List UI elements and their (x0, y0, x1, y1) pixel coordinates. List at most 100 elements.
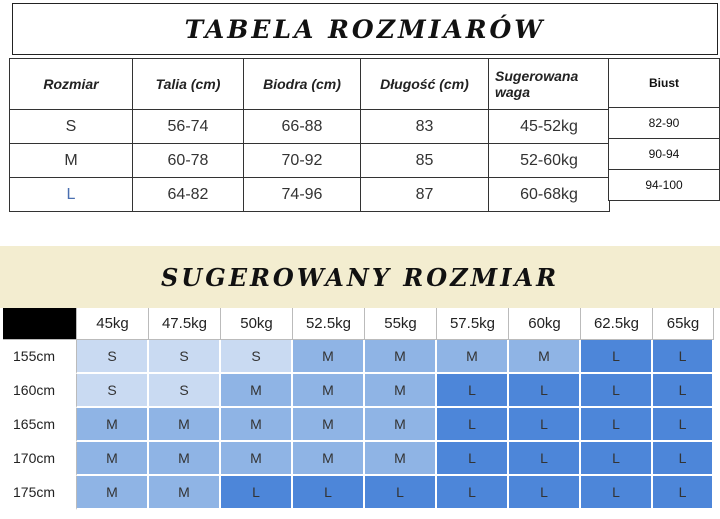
weight-header: 45kg (77, 308, 149, 340)
size-cell: S (149, 374, 221, 408)
weight-header: 52.5kg (293, 308, 365, 340)
size-cell: M (365, 374, 437, 408)
length-cell: 87 (360, 177, 489, 212)
height-label: 165cm (3, 408, 77, 442)
height-label: 175cm (3, 476, 77, 510)
header-waga: Sugerowana waga (488, 58, 610, 110)
size-cell: M (149, 442, 221, 476)
size-cell: M (77, 476, 149, 510)
size-cell: L (581, 374, 653, 408)
size-table-header-row: Rozmiar Talia (cm) Biodra (cm) Długość (… (9, 58, 610, 110)
weight-header: 50kg (221, 308, 293, 340)
weight-header: 60kg (509, 308, 581, 340)
header-rozmiar: Rozmiar (9, 58, 133, 110)
size-table-title: TABELA ROZMIARÓW (12, 3, 718, 55)
hips-cell: 74-96 (243, 177, 361, 212)
size-cell: M (149, 408, 221, 442)
size-cell: M (365, 442, 437, 476)
bust-cell: 90-94 (608, 138, 720, 170)
size-cell: M (77, 408, 149, 442)
size-cell: M (365, 340, 437, 374)
recommend-table: 45kg 47.5kg 50kg 52.5kg 55kg 57.5kg 60kg… (3, 308, 714, 510)
length-cell: 85 (360, 143, 489, 178)
recommend-title: SUGEROWANY ROZMIAR (160, 262, 560, 292)
size-cell: M (365, 408, 437, 442)
hips-cell: 70-92 (243, 143, 361, 178)
weight-header-row: 45kg 47.5kg 50kg 52.5kg 55kg 57.5kg 60kg… (3, 308, 714, 340)
height-label: 155cm (3, 340, 77, 374)
size-cell: L (653, 340, 714, 374)
size-cell: L (365, 476, 437, 510)
table-row: 155cm S S S M M M M L L (3, 340, 714, 374)
length-cell: 83 (360, 109, 489, 144)
size-cell: S (77, 340, 149, 374)
size-cell: L (581, 476, 653, 510)
size-cell: L (581, 442, 653, 476)
table-row: L 64-82 74-96 87 60-68kg (9, 177, 610, 212)
size-cell: L (437, 374, 509, 408)
size-cell: M (293, 340, 365, 374)
height-label: 160cm (3, 374, 77, 408)
size-table-title-text: TABELA ROZMIARÓW (184, 14, 546, 44)
bust-cell: 82-90 (608, 107, 720, 139)
size-cell: M (437, 340, 509, 374)
size-cell: S (221, 340, 293, 374)
size-cell: M (509, 340, 581, 374)
header-biodra: Biodra (cm) (243, 58, 361, 110)
table-row: S 56-74 66-88 83 45-52kg (9, 109, 610, 144)
table-row: 160cm S S M M M L L L L (3, 374, 714, 408)
size-table: Rozmiar Talia (cm) Biodra (cm) Długość (… (9, 58, 610, 212)
header-biust: Biust (608, 58, 720, 108)
size-cell: M (293, 374, 365, 408)
weight-cell: 52-60kg (488, 143, 610, 178)
size-cell: L (221, 476, 293, 510)
size-cell: L (653, 442, 714, 476)
table-row: 175cm M M L L L L L L L (3, 476, 714, 510)
size-cell: L (437, 476, 509, 510)
weight-header: 47.5kg (149, 308, 221, 340)
size-cell: M (149, 476, 221, 510)
size-cell: L (437, 408, 509, 442)
header-dlugosc: Długość (cm) (360, 58, 489, 110)
corner-cell (3, 308, 77, 340)
size-cell: S (77, 374, 149, 408)
weight-header: 62.5kg (581, 308, 653, 340)
size-cell: L (653, 476, 714, 510)
waist-cell: 60-78 (132, 143, 244, 178)
weight-cell: 60-68kg (488, 177, 610, 212)
waist-cell: 64-82 (132, 177, 244, 212)
size-cell: L (509, 374, 581, 408)
weight-header: 55kg (365, 308, 437, 340)
size-cell: L (581, 408, 653, 442)
height-label: 170cm (3, 442, 77, 476)
size-cell: L (293, 476, 365, 510)
size-cell: M (221, 408, 293, 442)
recommend-table-body: 45kg 47.5kg 50kg 52.5kg 55kg 57.5kg 60kg… (3, 308, 714, 510)
size-cell: M (77, 442, 149, 476)
weight-header: 57.5kg (437, 308, 509, 340)
weight-header: 65kg (653, 308, 714, 340)
size-cell: L (653, 374, 714, 408)
size-cell: L (509, 442, 581, 476)
size-cell: M (293, 408, 365, 442)
table-row: 170cm M M M M M L L L L (3, 442, 714, 476)
bust-table: Biust 82-90 90-94 94-100 (608, 58, 720, 201)
size-cell: L (9, 177, 133, 212)
table-row: 165cm M M M M M L L L L (3, 408, 714, 442)
size-cell: S (149, 340, 221, 374)
size-cell: L (509, 476, 581, 510)
table-row: M 60-78 70-92 85 52-60kg (9, 143, 610, 178)
recommend-title-band: SUGEROWANY ROZMIAR (0, 246, 720, 308)
size-cell: L (437, 442, 509, 476)
hips-cell: 66-88 (243, 109, 361, 144)
header-talia: Talia (cm) (132, 58, 244, 110)
size-cell: M (221, 442, 293, 476)
size-cell: M (293, 442, 365, 476)
bust-cell: 94-100 (608, 169, 720, 201)
size-cell: S (9, 109, 133, 144)
size-cell: M (221, 374, 293, 408)
size-cell: L (509, 408, 581, 442)
size-cell: M (9, 143, 133, 178)
size-cell: L (581, 340, 653, 374)
size-cell: L (653, 408, 714, 442)
